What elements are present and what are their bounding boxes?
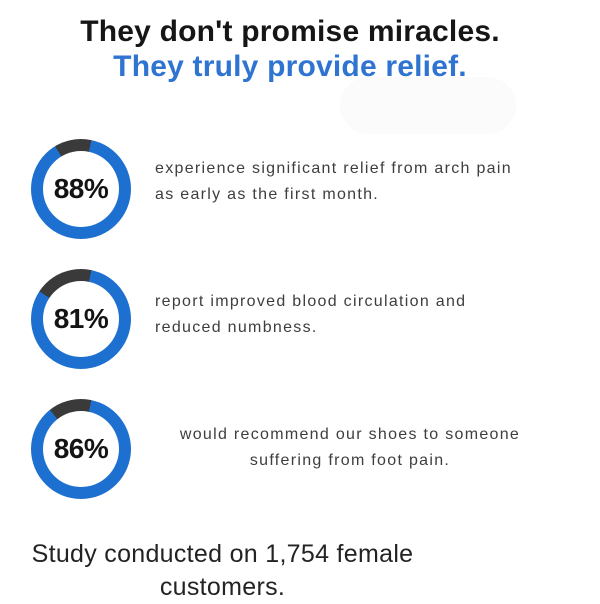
ring-inner xyxy=(43,281,119,357)
stat-description-3: would recommend our shoes to someone suf… xyxy=(179,426,521,469)
progress-ring-86: 86% xyxy=(31,399,131,499)
percent-label: 88% xyxy=(53,173,109,204)
headline: They don't promise miracles. They truly … xyxy=(0,14,580,84)
stat-description-2: report improved blood circulation and re… xyxy=(155,293,467,336)
progress-ring-81: 81% xyxy=(31,269,131,369)
progress-ring-88: 88% xyxy=(31,139,131,239)
decorative-blob xyxy=(340,77,516,134)
stat-description-1: experience significant relief from arch … xyxy=(155,160,512,203)
study-note: Study conducted on 1,754 female customer… xyxy=(31,540,414,601)
percent-label: 86% xyxy=(53,433,109,464)
ring-inner xyxy=(43,151,119,227)
headline-line1: They don't promise miracles. xyxy=(80,15,500,48)
ring-inner xyxy=(43,411,119,487)
percent-label: 81% xyxy=(53,303,109,334)
